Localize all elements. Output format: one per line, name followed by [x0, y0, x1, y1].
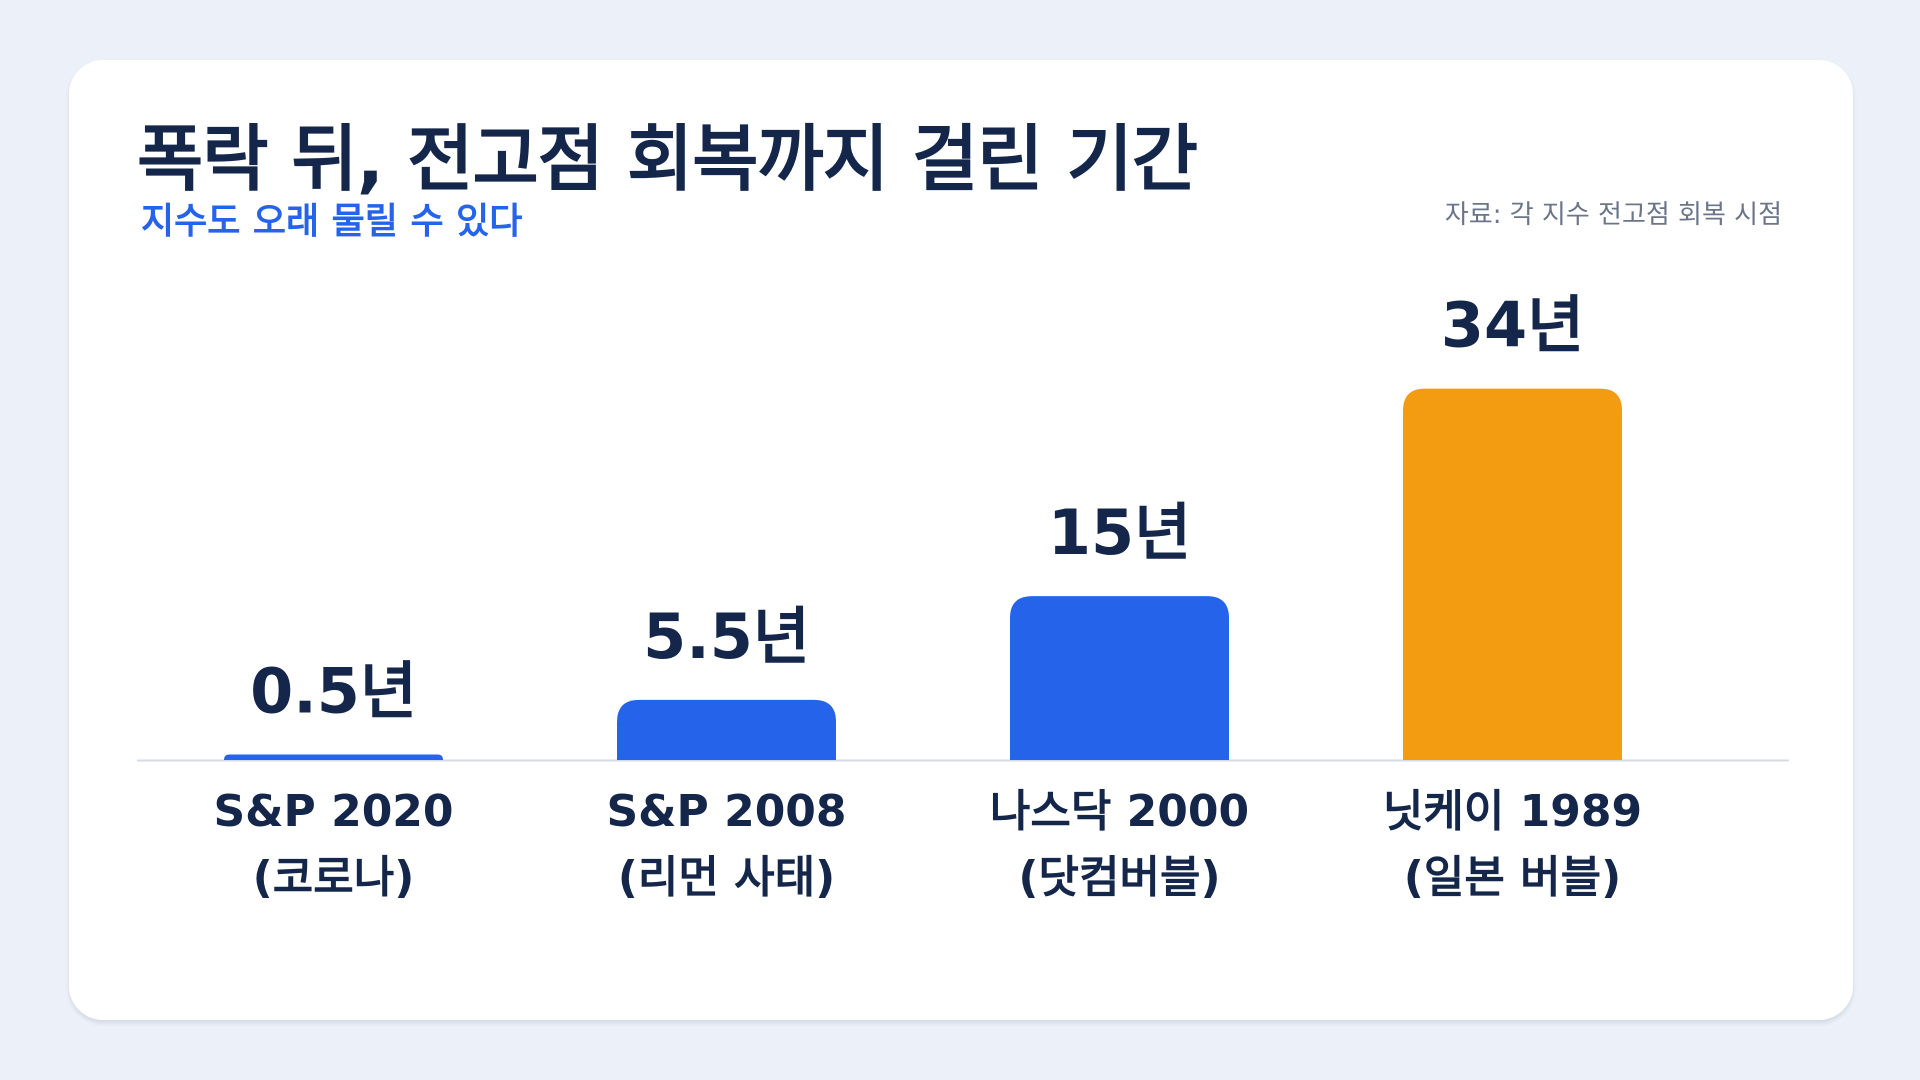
category-label-2-line-1: (닷컴버블): [1018, 852, 1220, 903]
category-label-0-line-0: S&P 2020: [213, 786, 453, 837]
bar-3: [1403, 388, 1622, 760]
category-label-1-line-1: (리먼 사태): [618, 852, 835, 903]
value-label-2: 15년: [1048, 496, 1191, 569]
value-label-1: 5.5년: [643, 600, 810, 673]
bar-0: [224, 754, 443, 760]
source-note: 자료: 각 지수 전고점 회복 시점: [1444, 200, 1782, 230]
chart-subtitle: 지수도 오래 물릴 수 있다: [141, 201, 523, 242]
category-label-1-line-0: S&P 2008: [606, 786, 846, 837]
value-label-0: 0.5년: [250, 655, 417, 728]
category-label-0-line-1: (코로나): [253, 852, 415, 903]
bar-2: [1010, 596, 1229, 760]
bar-1: [617, 699, 836, 760]
bar-chart: 0.5년 S&P 2020 (코로나) 5.5년 S&P 2008 (리먼 사태) 15년나…: [137, 289, 1789, 903]
value-label-3: 34년: [1441, 289, 1584, 362]
category-label-2-line-0: 나스닥 2000: [990, 786, 1249, 837]
chart-card: 폭락 뒤, 전고점 회복까지 걸린 기간 지수도 오래 물릴 수 있다 자료: …: [69, 60, 1853, 1020]
chart-title: 폭락 뒤, 전고점 회복까지 걸린 기간: [137, 117, 1198, 201]
category-label-3-line-0: 닛케이 1989: [1383, 786, 1642, 837]
category-label-3-line-1: (일본 버블): [1404, 852, 1621, 903]
